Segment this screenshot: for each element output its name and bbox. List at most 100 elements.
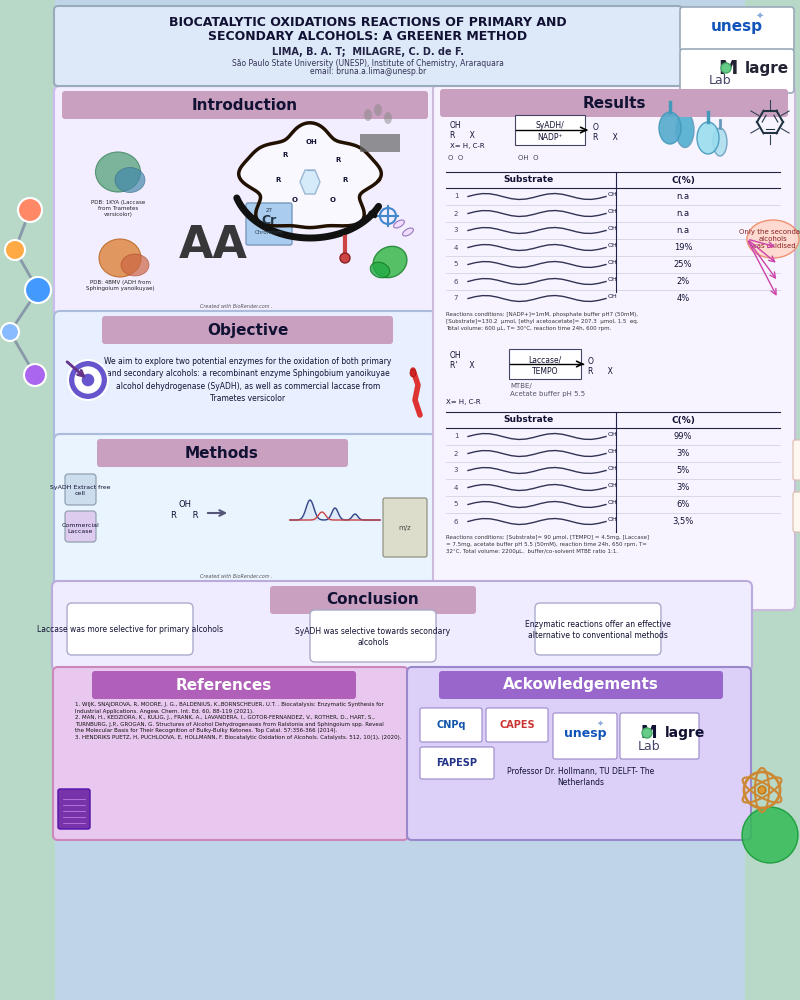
Text: OH  O: OH O (518, 155, 538, 161)
Circle shape (68, 360, 108, 400)
Text: SyADH/: SyADH/ (536, 121, 564, 130)
Ellipse shape (697, 122, 719, 154)
Text: Conclusion: Conclusion (326, 592, 419, 607)
FancyBboxPatch shape (440, 89, 788, 117)
Text: 5: 5 (454, 261, 458, 267)
Text: 2: 2 (454, 211, 458, 217)
Text: Enzymatic reactions offer an effective
alternative to conventional methods: Enzymatic reactions offer an effective a… (525, 620, 671, 640)
Polygon shape (238, 123, 382, 228)
Text: OH: OH (608, 192, 618, 197)
Text: M: M (641, 724, 658, 742)
Text: 4: 4 (454, 485, 458, 490)
FancyBboxPatch shape (383, 498, 427, 557)
Text: CNPq: CNPq (436, 720, 466, 730)
Text: unesp: unesp (564, 726, 606, 740)
Circle shape (18, 198, 42, 222)
Text: Only the secondary
alcohols
was oxidised: Only the secondary alcohols was oxidised (739, 229, 800, 249)
FancyBboxPatch shape (745, 0, 800, 1000)
Text: Introduction: Introduction (192, 98, 298, 112)
Text: 5: 5 (454, 502, 458, 508)
Text: R: R (335, 157, 341, 163)
Text: São Paulo State University (UNESP), Institute of Chemistry, Araraquara: São Paulo State University (UNESP), Inst… (232, 58, 504, 68)
Text: Acetate buffer pH 5.5: Acetate buffer pH 5.5 (510, 391, 585, 397)
FancyBboxPatch shape (270, 586, 476, 614)
Text: O: O (330, 197, 336, 203)
Text: Created with BioRender.com .: Created with BioRender.com . (200, 574, 273, 580)
Text: 2: 2 (454, 450, 458, 456)
Text: email: bruna.a.lima@unesp.br: email: bruna.a.lima@unesp.br (310, 68, 426, 77)
Text: MTBE/: MTBE/ (510, 383, 532, 389)
Text: OH
R      R: OH R R (171, 500, 198, 520)
FancyBboxPatch shape (58, 789, 90, 829)
Text: SECONDARY ALCOHOLS: A GREENER METHOD: SECONDARY ALCOHOLS: A GREENER METHOD (209, 30, 527, 43)
Text: X= H, C-R: X= H, C-R (450, 143, 485, 149)
Text: 5%: 5% (676, 466, 690, 475)
Text: O: O (593, 122, 599, 131)
Circle shape (742, 807, 798, 863)
Text: TEMPO: TEMPO (532, 366, 558, 375)
Text: 3: 3 (454, 468, 458, 474)
Circle shape (758, 786, 766, 794)
Text: R: R (342, 177, 348, 183)
Text: 1: 1 (454, 434, 458, 440)
FancyBboxPatch shape (92, 671, 356, 699)
Text: Substrate: Substrate (503, 416, 553, 424)
Text: 4%: 4% (676, 294, 690, 303)
Ellipse shape (713, 128, 727, 156)
Text: Laccase was more selective for primary alcohols: Laccase was more selective for primary a… (37, 626, 223, 635)
Text: OH: OH (450, 352, 462, 360)
Ellipse shape (747, 220, 799, 258)
Text: Cr: Cr (262, 215, 277, 228)
FancyBboxPatch shape (52, 581, 752, 671)
Text: Created with BioRender.com .: Created with BioRender.com . (200, 304, 273, 308)
FancyBboxPatch shape (680, 49, 794, 93)
Text: OH: OH (608, 294, 618, 299)
Text: AA: AA (178, 224, 247, 266)
Circle shape (75, 367, 101, 393)
Text: SyADH Extract free
cell: SyADH Extract free cell (50, 485, 110, 496)
Text: OH: OH (608, 500, 618, 505)
Text: OH: OH (608, 466, 618, 471)
FancyBboxPatch shape (439, 671, 723, 699)
Text: Results: Results (582, 96, 646, 110)
Text: lagre: lagre (745, 60, 789, 76)
Text: 3%: 3% (676, 483, 690, 492)
Text: X= H, C-R: X= H, C-R (446, 399, 481, 405)
Text: n.a: n.a (677, 209, 690, 218)
Text: OH: OH (608, 277, 618, 282)
Text: OH: OH (608, 260, 618, 265)
FancyBboxPatch shape (793, 440, 800, 480)
Text: m/z: m/z (398, 525, 411, 531)
Text: 2%: 2% (676, 277, 690, 286)
Text: 3: 3 (454, 228, 458, 233)
FancyBboxPatch shape (515, 115, 585, 145)
FancyBboxPatch shape (420, 708, 482, 742)
Text: 3,5%: 3,5% (672, 517, 694, 526)
Text: O  O: O O (448, 155, 463, 161)
FancyBboxPatch shape (102, 316, 393, 344)
FancyBboxPatch shape (53, 667, 408, 840)
Circle shape (25, 277, 51, 303)
Text: Reactions conditions: [Substrate]= 90 μmol, [TEMPO] = 4.5mg, [Laccase]
= 7.5mg, : Reactions conditions: [Substrate]= 90 μm… (446, 535, 649, 554)
Text: n.a: n.a (677, 192, 690, 201)
Text: 3%: 3% (676, 449, 690, 458)
Circle shape (5, 240, 25, 260)
Circle shape (340, 253, 350, 263)
FancyBboxPatch shape (509, 349, 581, 379)
Text: PDB: 4BMV (ADH from
Sphingoium yanoikuyae): PDB: 4BMV (ADH from Sphingoium yanoikuya… (86, 280, 154, 291)
Text: C(%): C(%) (671, 176, 695, 184)
FancyBboxPatch shape (486, 708, 548, 742)
FancyBboxPatch shape (0, 0, 55, 1000)
Text: 1. WIJK, SNAJDROVA, R, MOORE, J. G., BALDENIUS, K.,BORNSCHEUER, U.T. . Biocataly: 1. WIJK, SNAJDROVA, R, MOORE, J. G., BAL… (75, 702, 402, 740)
Text: References: References (176, 678, 272, 692)
Text: O: O (292, 197, 298, 203)
Ellipse shape (370, 262, 390, 278)
Text: OH: OH (608, 243, 618, 248)
FancyBboxPatch shape (54, 6, 682, 86)
FancyBboxPatch shape (793, 492, 800, 532)
FancyBboxPatch shape (54, 311, 436, 441)
Circle shape (1, 323, 19, 341)
Ellipse shape (121, 254, 149, 276)
Text: OH: OH (608, 517, 618, 522)
Text: Lab: Lab (638, 740, 660, 754)
